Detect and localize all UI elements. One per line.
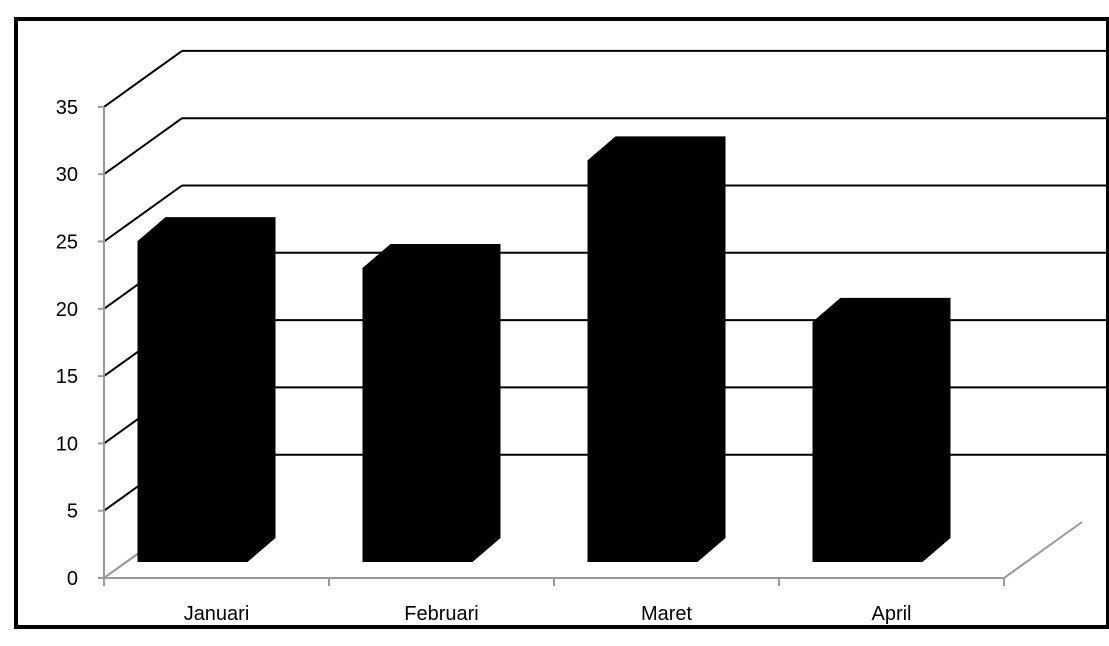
bar-april: [812, 297, 951, 562]
y-axis-tick-labels: 0 5 10 15 20 25 30 35: [56, 97, 105, 590]
x-category-label: Februari: [404, 603, 478, 625]
gridline-diagonal: [103, 50, 183, 108]
gridline-diagonal: [103, 184, 183, 243]
y-tick-label: 0: [67, 568, 78, 590]
bar-februari: [362, 244, 501, 563]
y-tick-label: 35: [56, 97, 78, 119]
x-axis-category-labels: Januari Februari Maret April: [103, 578, 1005, 625]
bar-maret: [587, 136, 726, 563]
gridline-diagonal: [103, 117, 183, 176]
y-tick-label: 15: [56, 366, 78, 388]
bar-januari: [137, 217, 276, 562]
y-tick-label: 30: [56, 164, 78, 186]
x-category-label: Januari: [184, 603, 250, 625]
x-category-label: April: [871, 603, 911, 625]
y-tick-label: 20: [56, 299, 78, 321]
bars: [137, 136, 951, 563]
y-tick-label: 25: [56, 232, 78, 254]
x-category-label: Maret: [641, 603, 693, 625]
y-tick-label: 5: [67, 501, 78, 523]
y-tick-label: 10: [56, 433, 78, 455]
